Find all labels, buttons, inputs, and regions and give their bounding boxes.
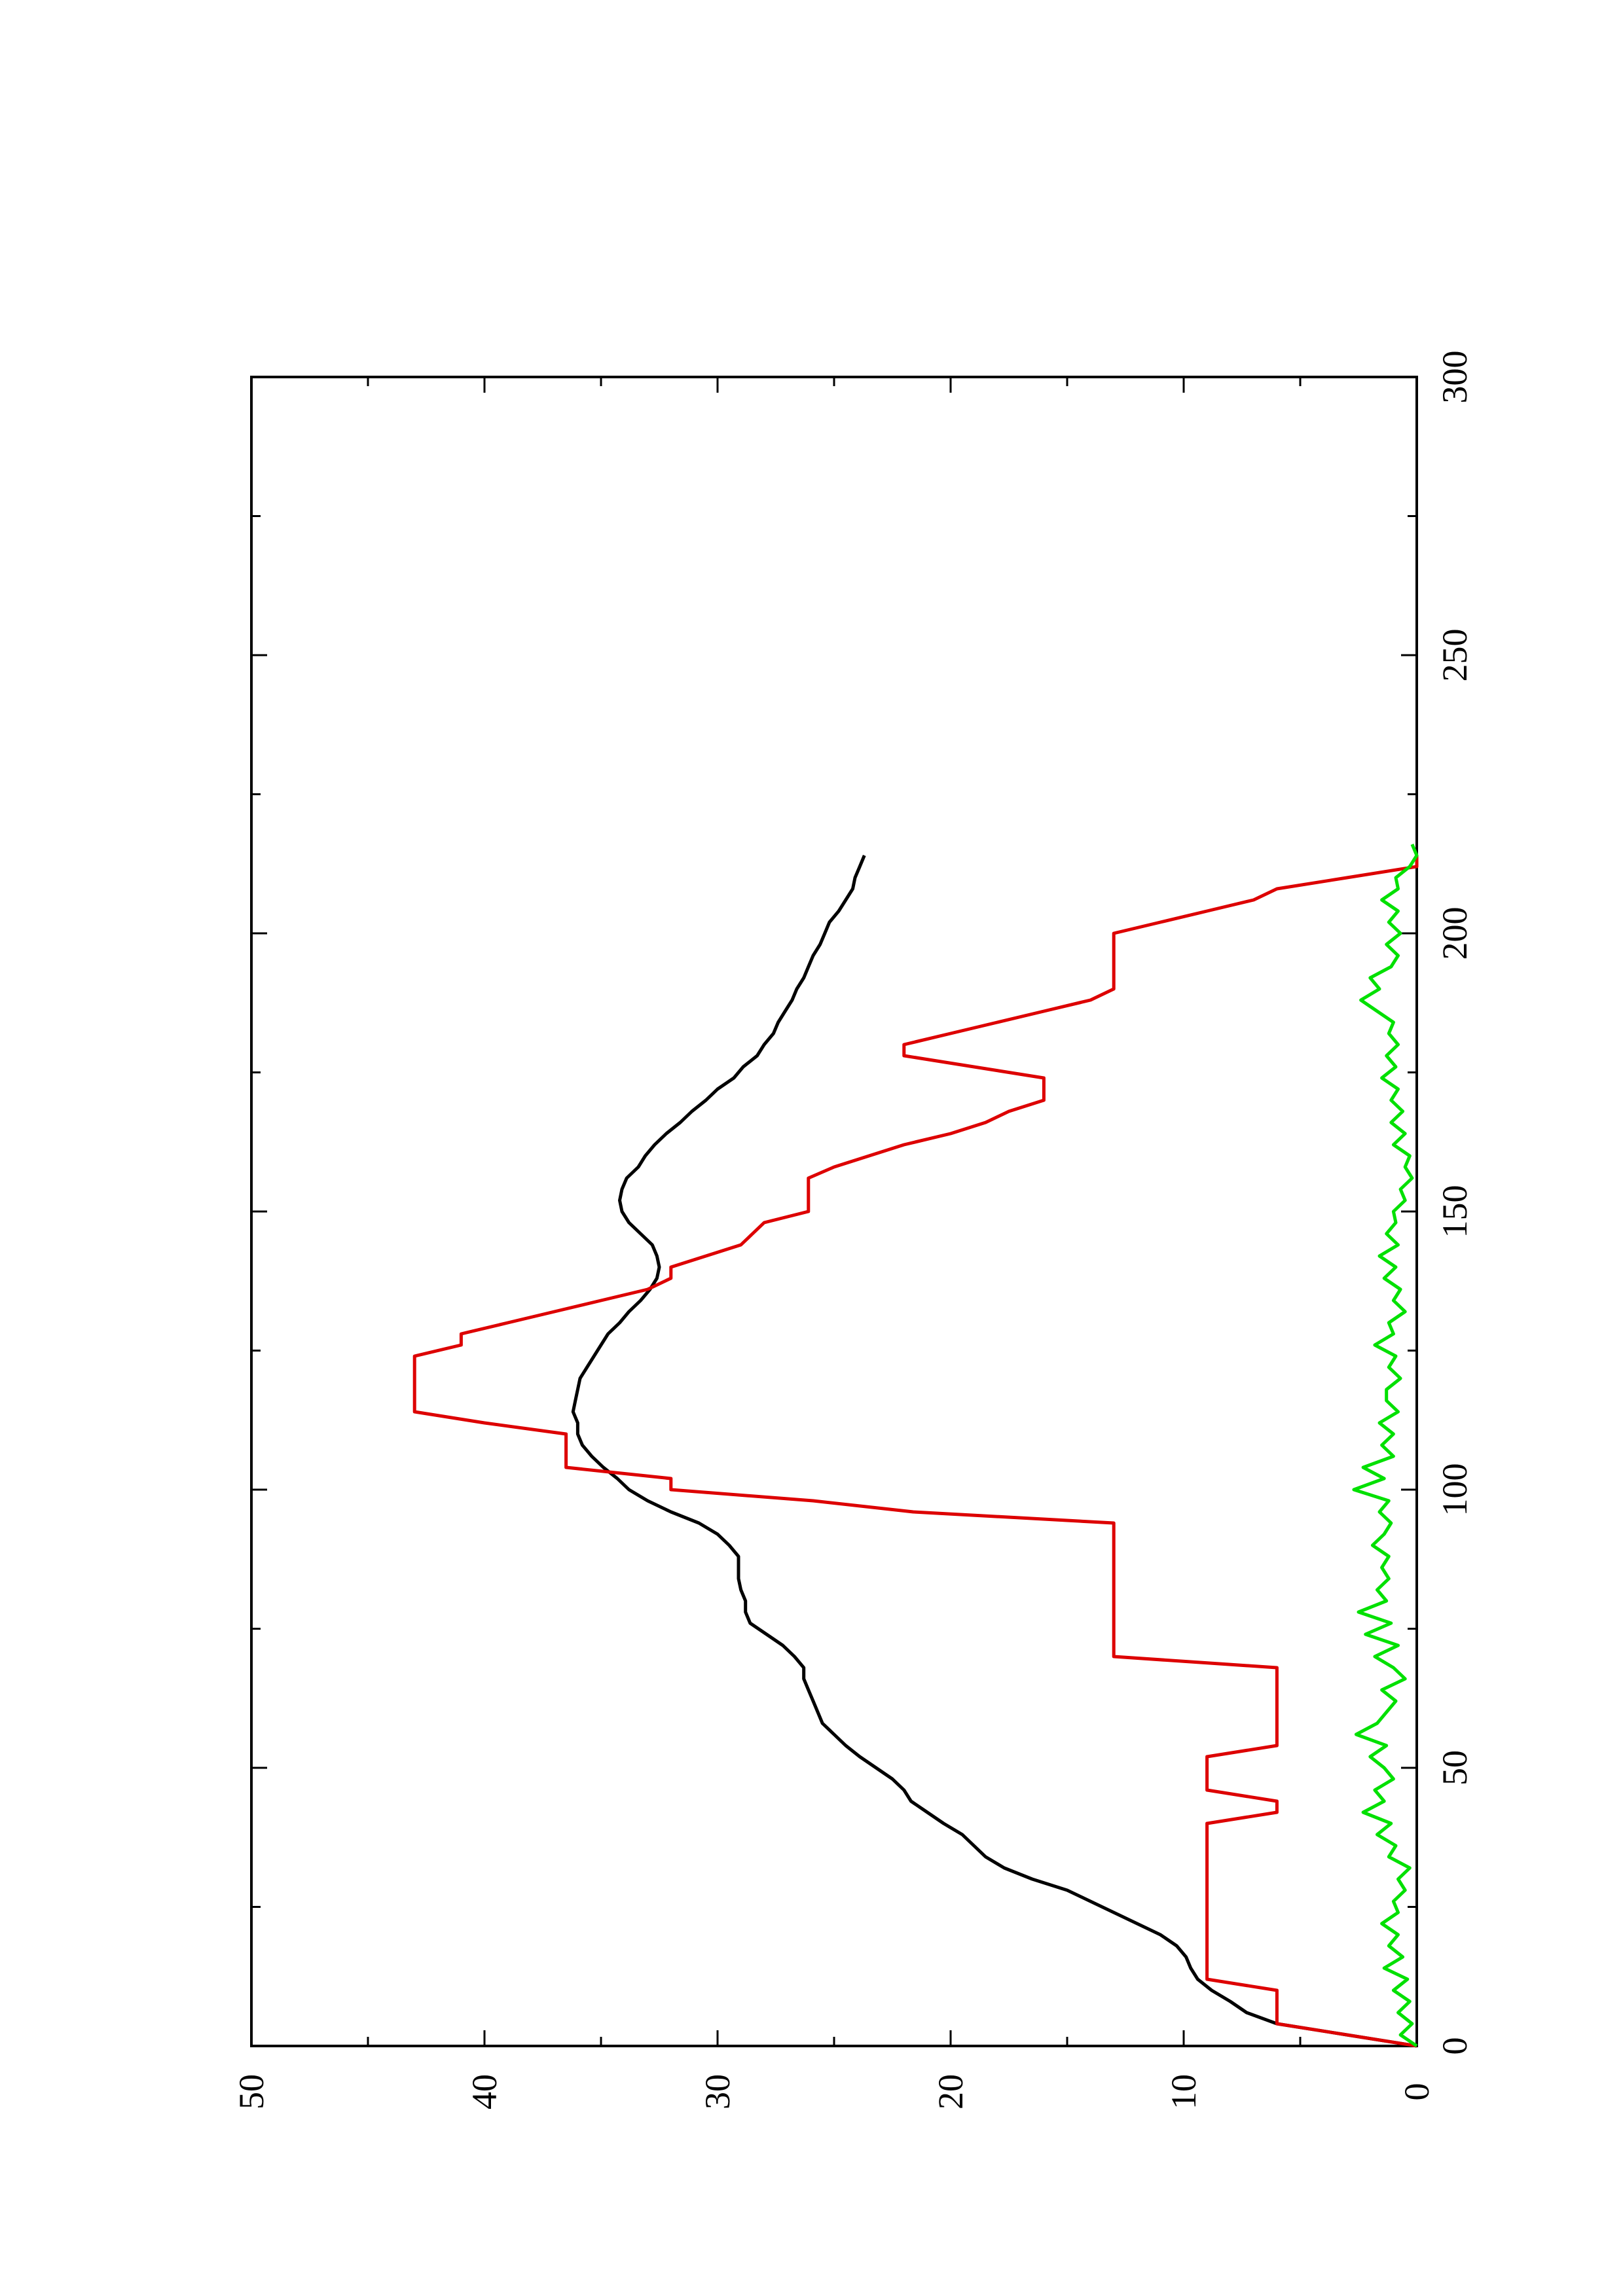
- series-layer: [412, 844, 1419, 2048]
- y-tick-label: 0: [1397, 2083, 1436, 2101]
- x-tick-label: 200: [1435, 907, 1474, 960]
- ticks-layer: [250, 376, 1418, 2047]
- black-series-line: [571, 855, 1417, 2048]
- x-tick-label: 250: [1435, 629, 1474, 682]
- x-tick-label: 50: [1435, 1750, 1474, 1785]
- tick-labels-layer: 0 50 100 150 200 250 300 0 10 20 30 40 50: [232, 351, 1474, 2110]
- x-tick-label: 100: [1435, 1463, 1474, 1516]
- x-tick-label: 150: [1435, 1185, 1474, 1238]
- x-tick-label: 300: [1435, 351, 1474, 404]
- y-tick-label: 10: [1164, 2074, 1203, 2109]
- y-tick-label: 40: [465, 2074, 504, 2109]
- y-tick-label: 20: [931, 2074, 970, 2109]
- x-tick-label: 0: [1435, 2037, 1474, 2055]
- y-tick-label: 50: [232, 2074, 271, 2109]
- red-series-line: [412, 855, 1419, 2048]
- green-series-line: [1352, 844, 1419, 2048]
- y-tick-label: 30: [698, 2074, 737, 2109]
